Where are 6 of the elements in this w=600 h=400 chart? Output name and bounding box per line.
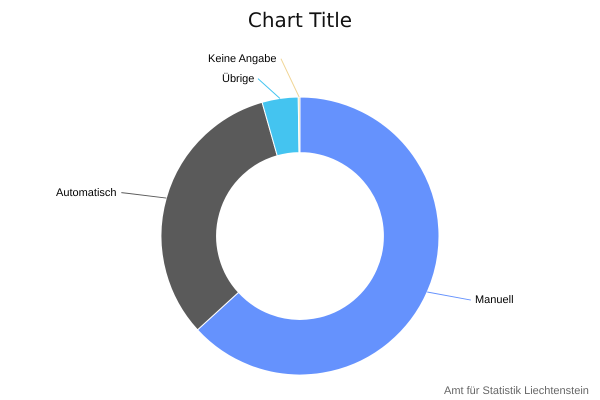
slice-label: Keine Angabe bbox=[208, 53, 277, 65]
text: Amt für Statistik Liechtenstein bbox=[444, 385, 589, 397]
slice-label: Übrige bbox=[222, 72, 254, 85]
slice-label: Automatisch bbox=[56, 187, 117, 199]
chart-title: Chart Title bbox=[248, 8, 352, 32]
slice-label: Manuell bbox=[475, 294, 514, 306]
